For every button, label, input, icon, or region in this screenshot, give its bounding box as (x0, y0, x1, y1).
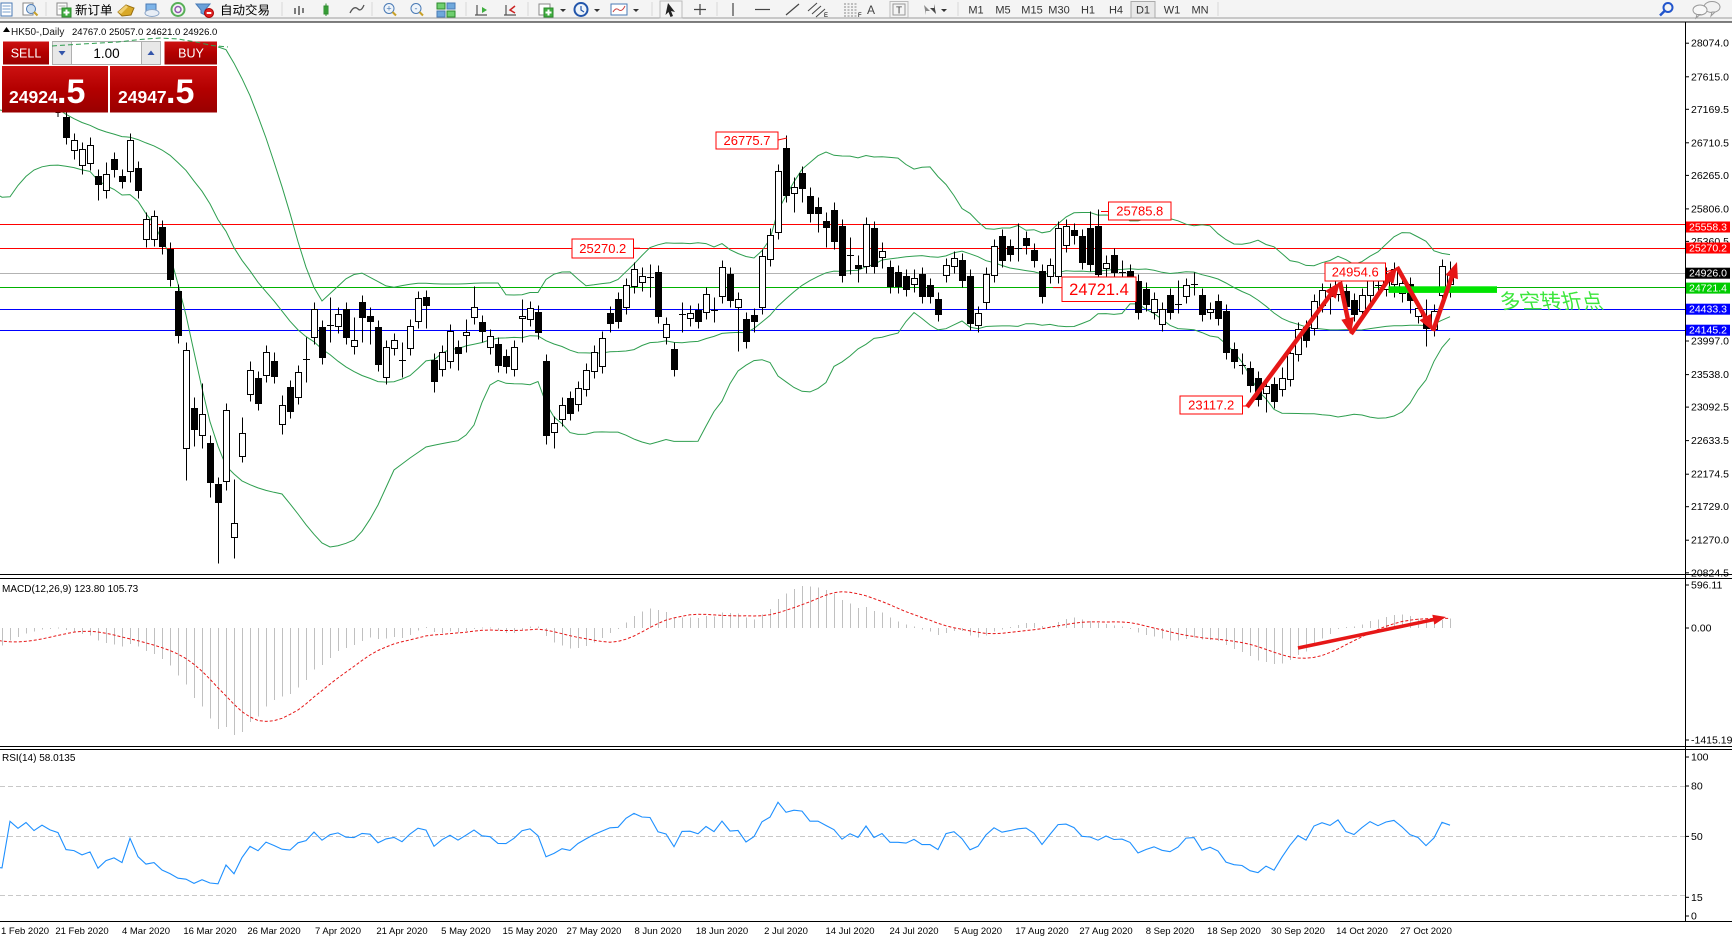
svg-text:27 Aug 2020: 27 Aug 2020 (1079, 926, 1132, 937)
svg-text:RSI(14) 58.0135: RSI(14) 58.0135 (2, 753, 76, 764)
svg-text:23117.2: 23117.2 (1188, 398, 1234, 413)
svg-text:8 Sep 2020: 8 Sep 2020 (1146, 926, 1195, 937)
svg-text:25270.2: 25270.2 (579, 241, 626, 256)
svg-text:18 Sep 2020: 18 Sep 2020 (1207, 926, 1261, 937)
svg-text:17 Aug 2020: 17 Aug 2020 (1015, 926, 1068, 937)
svg-text:15: 15 (1691, 892, 1703, 904)
svg-text:26710.5: 26710.5 (1691, 137, 1729, 149)
svg-text:14 Oct 2020: 14 Oct 2020 (1336, 926, 1388, 937)
svg-text:25270.2: 25270.2 (1689, 243, 1727, 255)
svg-text:1 Feb 2020: 1 Feb 2020 (1, 926, 49, 937)
svg-text:5 May 2020: 5 May 2020 (441, 926, 491, 937)
svg-text:596.11: 596.11 (1691, 580, 1722, 592)
svg-text:26265.0: 26265.0 (1691, 170, 1729, 182)
svg-text:M1: M1 (968, 5, 983, 17)
svg-text:20824.5: 20824.5 (1691, 567, 1729, 579)
svg-text:24433.3: 24433.3 (1689, 304, 1727, 316)
svg-text:23092.5: 23092.5 (1691, 402, 1729, 414)
svg-text:M30: M30 (1048, 5, 1069, 17)
svg-text:21 Apr 2020: 21 Apr 2020 (376, 926, 427, 937)
svg-text:F: F (858, 13, 862, 19)
svg-text:28074.0: 28074.0 (1691, 38, 1729, 50)
svg-text:27 May 2020: 27 May 2020 (567, 926, 622, 937)
svg-text:7 Apr 2020: 7 Apr 2020 (315, 926, 361, 937)
svg-text:-: - (415, 4, 418, 14)
svg-text:24721.4: 24721.4 (1689, 283, 1727, 295)
svg-text:24926.0: 24926.0 (1689, 268, 1727, 280)
svg-text:SELL: SELL (11, 47, 42, 61)
svg-text:0: 0 (1691, 911, 1697, 923)
svg-text:4 Mar 2020: 4 Mar 2020 (122, 926, 170, 937)
svg-text:24145.2: 24145.2 (1689, 325, 1727, 337)
svg-text:M15: M15 (1021, 5, 1042, 17)
svg-text:27615.0: 27615.0 (1691, 71, 1729, 83)
svg-text:.5: .5 (57, 73, 85, 111)
svg-text:0.00: 0.00 (1691, 623, 1712, 635)
svg-text:30 Sep 2020: 30 Sep 2020 (1271, 926, 1325, 937)
svg-text:.5: .5 (166, 73, 194, 111)
svg-text:22174.5: 22174.5 (1691, 469, 1729, 481)
svg-text:1.00: 1.00 (93, 46, 119, 61)
svg-text:23538.0: 23538.0 (1691, 369, 1729, 381)
svg-text:MN: MN (1191, 5, 1208, 17)
svg-text:MACD(12,26,9) 123.80 105.73: MACD(12,26,9) 123.80 105.73 (2, 584, 139, 595)
svg-text:80: 80 (1691, 781, 1703, 793)
svg-text:W1: W1 (1164, 5, 1181, 17)
svg-text:24924: 24924 (9, 87, 58, 107)
svg-text:2 Jul 2020: 2 Jul 2020 (764, 926, 808, 937)
svg-text:27169.5: 27169.5 (1691, 104, 1729, 116)
svg-text:15 May 2020: 15 May 2020 (503, 926, 558, 937)
svg-text:24947: 24947 (118, 87, 167, 107)
svg-text:H1: H1 (1081, 5, 1095, 17)
svg-text:50: 50 (1691, 831, 1703, 843)
svg-text:23997.0: 23997.0 (1691, 336, 1729, 348)
svg-text:14 Jul 2020: 14 Jul 2020 (825, 926, 874, 937)
svg-text:8 Jun 2020: 8 Jun 2020 (634, 926, 681, 937)
svg-text:21270.0: 21270.0 (1691, 535, 1729, 547)
svg-text:H4: H4 (1109, 5, 1123, 17)
svg-text:26 Mar 2020: 26 Mar 2020 (247, 926, 300, 937)
svg-text:21729.0: 21729.0 (1691, 501, 1729, 513)
svg-text:HK50-,Daily: HK50-,Daily (11, 27, 64, 38)
svg-text:-1415.19: -1415.19 (1691, 735, 1732, 747)
svg-text:24954.6: 24954.6 (1332, 265, 1379, 280)
svg-text:25558.3: 25558.3 (1689, 222, 1727, 234)
svg-text:21 Feb 2020: 21 Feb 2020 (55, 926, 108, 937)
svg-text:24 Jul 2020: 24 Jul 2020 (889, 926, 938, 937)
svg-text:26775.7: 26775.7 (724, 133, 771, 148)
svg-text:M5: M5 (995, 5, 1010, 17)
svg-text:A: A (867, 3, 875, 17)
svg-text:E: E (824, 13, 828, 19)
svg-text:100: 100 (1691, 752, 1709, 764)
svg-text:5 Aug 2020: 5 Aug 2020 (954, 926, 1002, 937)
svg-text:+: + (386, 4, 391, 14)
svg-text:T: T (896, 6, 902, 17)
svg-text:BUY: BUY (178, 47, 204, 61)
svg-text:25806.0: 25806.0 (1691, 203, 1729, 215)
svg-text:18 Jun 2020: 18 Jun 2020 (696, 926, 748, 937)
svg-text:D1: D1 (1136, 5, 1150, 17)
svg-text:25785.8: 25785.8 (1116, 204, 1163, 219)
svg-text:24721.4: 24721.4 (1069, 281, 1129, 299)
svg-text:16 Mar 2020: 16 Mar 2020 (183, 926, 236, 937)
svg-text:22633.5: 22633.5 (1691, 435, 1729, 447)
svg-text:27 Oct 2020: 27 Oct 2020 (1400, 926, 1452, 937)
svg-text:24767.0 25057.0 24621.0 24926.: 24767.0 25057.0 24621.0 24926.0 (72, 27, 217, 38)
